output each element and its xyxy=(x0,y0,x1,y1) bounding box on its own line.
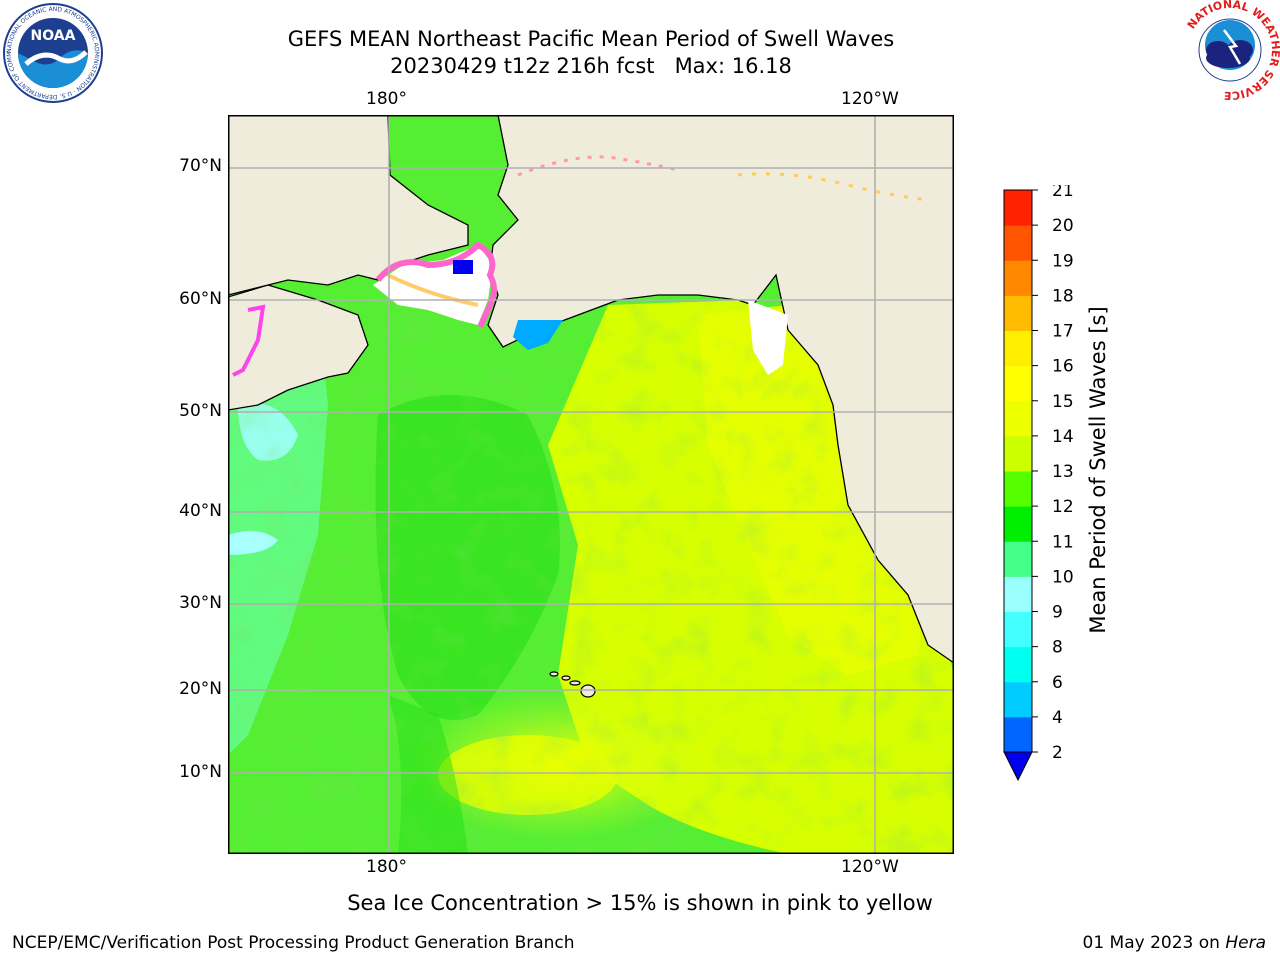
colorbar-segment xyxy=(1004,471,1032,507)
colorbar-tick-label: 4 xyxy=(1052,708,1063,728)
colorbar: 2 4 6 8 9 10 11 12 13 14 15 16 17 18 19 20 21 xyxy=(1003,185,1074,782)
no-data-canada xyxy=(748,300,788,375)
colorbar-tick-label: 15 xyxy=(1052,392,1074,412)
credit-date-text: 01 May 2023 on xyxy=(1082,933,1226,953)
colorbar-tick-label: 6 xyxy=(1052,673,1063,693)
colorbar-title: Mean Period of Swell Waves [s] xyxy=(1086,306,1110,634)
lat-label: 10°N xyxy=(179,762,222,782)
hawaii-islands xyxy=(549,671,596,698)
credit-host: Hera xyxy=(1225,933,1266,953)
sea-ice-core xyxy=(453,260,473,274)
noaa-logo: NATIONAL OCEANIC AND ATMOSPHERIC ADMINIS… xyxy=(2,2,103,103)
lon-label-top: 120°W xyxy=(841,89,899,109)
colorbar-segment xyxy=(1004,611,1032,648)
lat-label: 50°N xyxy=(179,401,222,421)
colorbar-segment xyxy=(1004,365,1032,402)
colorbar-segment xyxy=(1004,295,1032,331)
lat-label: 20°N xyxy=(179,679,222,699)
colorbar-tick-label: 21 xyxy=(1052,185,1074,201)
lat-label: 40°N xyxy=(179,501,222,521)
colorbar-tick-label: 8 xyxy=(1052,638,1063,658)
nws-logo: NATIONAL WEATHER SERVICE xyxy=(1182,0,1280,100)
colorbar-segment xyxy=(1004,190,1032,226)
credit-date: 01 May 2023 on Hera xyxy=(1083,933,1267,953)
colorbar-segment xyxy=(1004,330,1032,367)
sea-ice-edge xyxy=(387,273,479,307)
lon-label-top: 180° xyxy=(366,89,407,109)
colorbar-segment xyxy=(1004,576,1032,612)
graticule xyxy=(228,115,954,854)
colorbar-segment xyxy=(1004,225,1032,261)
credit-branch: NCEP/EMC/Verification Post Processing Pr… xyxy=(12,933,575,953)
colorbar-segment xyxy=(1004,435,1032,472)
map-subtitle: 20230429 t12z 216h fcst Max: 16.18 xyxy=(390,54,792,78)
colorbar-tick-label: 16 xyxy=(1052,357,1074,377)
colorbar-tick-label: 12 xyxy=(1052,497,1074,517)
map-panel xyxy=(228,115,954,854)
colorbar-segment xyxy=(1004,400,1032,437)
sea-ice-edge xyxy=(375,241,497,329)
sea-ice-footnote: Sea Ice Concentration > 15% is shown in … xyxy=(347,891,933,915)
sea-ice-edge xyxy=(232,304,266,377)
colorbar-tick-label: 17 xyxy=(1052,322,1074,342)
map-border xyxy=(228,115,954,854)
colorbar-tick-label: 13 xyxy=(1052,462,1074,482)
colorbar-tick-label: 19 xyxy=(1052,251,1074,271)
colorbar-tick-label: 2 xyxy=(1052,743,1063,763)
colorbar-segment xyxy=(1004,541,1032,577)
map-title: GEFS MEAN Northeast Pacific Mean Period … xyxy=(287,27,895,51)
colorbar-tick-label: 18 xyxy=(1052,286,1074,306)
lon-label-bottom: 180° xyxy=(366,857,407,877)
colorbar-segment xyxy=(1004,646,1032,683)
colorbar-segment xyxy=(1004,716,1032,753)
colorbar-segment xyxy=(1004,681,1032,718)
colorbar-segment xyxy=(1004,506,1032,542)
colorbar-tick-label: 14 xyxy=(1052,427,1074,447)
colorbar-tick-label: 11 xyxy=(1052,532,1074,552)
lat-label: 30°N xyxy=(179,593,222,613)
colorbar-segment xyxy=(1004,260,1032,296)
sea-ice-blue xyxy=(513,320,563,350)
colorbar-tick-label: 20 xyxy=(1052,216,1074,236)
sea-ice-arctic-coast xyxy=(737,172,929,202)
lat-label: 60°N xyxy=(179,289,222,309)
colorbar-tick-label: 9 xyxy=(1052,603,1063,623)
lon-label-bottom: 120°W xyxy=(841,857,899,877)
colorbar-tick-label: 10 xyxy=(1052,567,1074,587)
svg-text:NOAA: NOAA xyxy=(31,28,76,44)
lat-label: 70°N xyxy=(179,156,222,176)
colorbar-under-arrow xyxy=(1003,751,1033,782)
